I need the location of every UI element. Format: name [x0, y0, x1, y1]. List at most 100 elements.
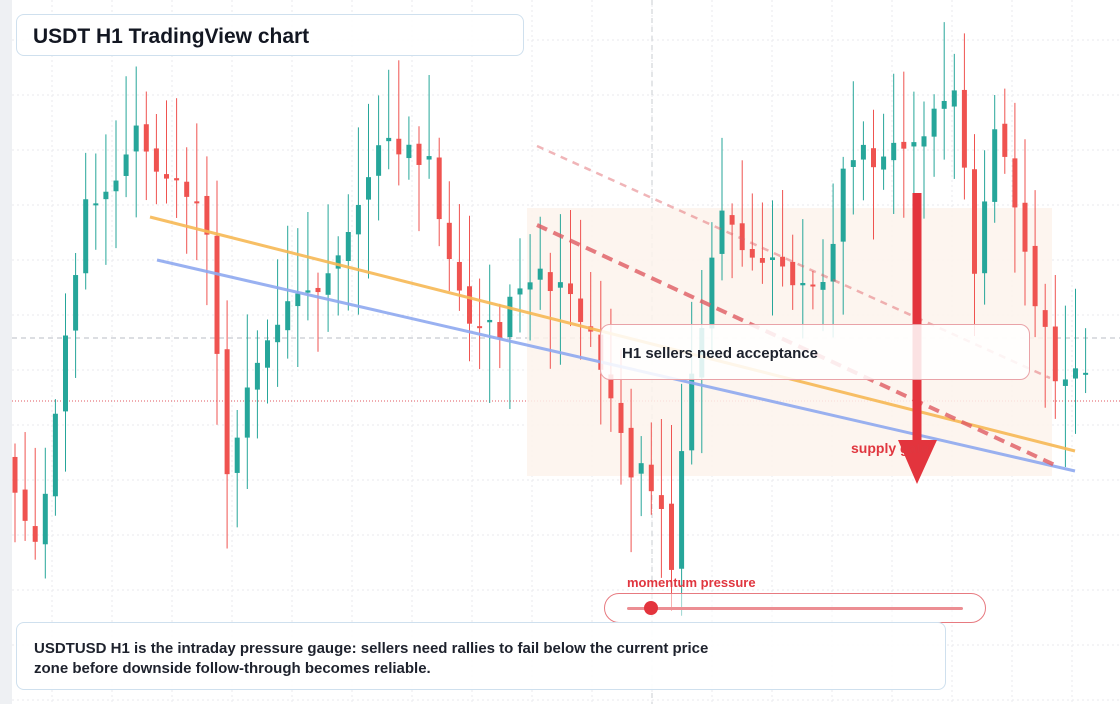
candle — [355, 127, 361, 315]
gauge-knob[interactable] — [643, 601, 658, 615]
candle — [951, 53, 957, 179]
candle — [477, 278, 483, 370]
candle-body — [406, 144, 412, 159]
candle-body — [214, 235, 220, 354]
callout-text: H1 sellers need acceptance — [622, 345, 818, 362]
candle-body — [800, 282, 806, 286]
candle — [648, 422, 654, 515]
candle-body — [931, 108, 937, 137]
candle-body — [790, 261, 796, 286]
candle-body — [174, 178, 180, 181]
candle — [103, 134, 109, 265]
candle — [1022, 139, 1028, 306]
candle-body — [820, 282, 826, 290]
candle — [881, 113, 887, 190]
candle — [113, 120, 119, 249]
candle-body — [871, 148, 876, 168]
candle — [143, 91, 149, 201]
candle-body — [467, 286, 472, 324]
candle-body — [285, 301, 291, 331]
dashed-trendline-inner — [536, 223, 1058, 468]
candle-body — [234, 437, 240, 473]
candle — [739, 160, 745, 267]
candle — [568, 209, 573, 327]
candle — [830, 183, 836, 338]
candle — [780, 190, 786, 287]
candle — [416, 126, 422, 232]
candle — [52, 399, 58, 516]
candle-body — [93, 203, 99, 206]
candle — [315, 272, 321, 352]
candle-body — [507, 296, 513, 338]
candle-body — [972, 169, 977, 274]
momentum-gauge[interactable] — [604, 593, 986, 623]
candle-body — [749, 248, 755, 258]
candle-body — [1012, 158, 1018, 208]
title-panel: USDT H1 TradingView chart — [16, 14, 524, 56]
candle — [376, 95, 382, 221]
candle-body — [325, 273, 331, 295]
candle-body — [921, 136, 927, 147]
candle — [22, 432, 28, 541]
supply-gate-label: supply gate — [851, 440, 929, 456]
candle-body — [123, 154, 129, 176]
candle — [446, 181, 452, 292]
candle — [982, 150, 988, 305]
candle — [174, 98, 180, 218]
candle-body — [759, 258, 765, 263]
candle — [83, 152, 89, 290]
candle — [426, 75, 432, 179]
candle-body — [456, 261, 462, 291]
candle-body — [648, 464, 654, 492]
candle — [153, 113, 159, 205]
candle-body — [133, 125, 139, 152]
candle — [891, 73, 897, 215]
candle-body — [951, 90, 957, 107]
candle-body — [860, 144, 866, 160]
candle-body — [770, 257, 775, 261]
candle-body — [416, 143, 422, 165]
candle-body — [73, 275, 79, 331]
candle-body — [315, 287, 321, 293]
candle-body — [719, 210, 725, 254]
candle-body — [568, 283, 573, 295]
candle-body — [143, 124, 149, 152]
candle — [941, 22, 947, 160]
candle — [32, 447, 38, 560]
candle-body — [164, 174, 169, 179]
candle-body — [557, 282, 563, 288]
candle-body — [1052, 326, 1058, 382]
candle — [436, 137, 442, 247]
candle-body — [477, 326, 483, 329]
candle — [123, 76, 129, 198]
candle — [285, 225, 291, 359]
candle-body — [487, 319, 493, 323]
candle — [265, 319, 270, 404]
candle — [254, 330, 260, 439]
candle-body — [901, 141, 907, 149]
candle-body — [254, 362, 260, 390]
candle — [467, 215, 472, 362]
price-scale-edge — [0, 0, 12, 704]
candle-body — [366, 177, 371, 200]
candle — [507, 284, 513, 410]
candle — [871, 109, 876, 240]
candle — [366, 103, 371, 279]
candle-body — [618, 402, 624, 433]
candle-body — [780, 256, 786, 267]
candle-body — [982, 201, 988, 274]
candle-body — [517, 288, 523, 295]
candle-body — [669, 503, 674, 570]
candle — [578, 219, 584, 360]
candle-body — [1083, 372, 1089, 375]
candle-body — [244, 387, 250, 438]
candle — [921, 101, 927, 219]
candle-body — [426, 156, 432, 160]
candle — [729, 203, 735, 279]
candle-body — [52, 413, 58, 497]
candle-body — [1032, 245, 1038, 307]
candle — [638, 436, 644, 517]
candle-body — [22, 489, 28, 521]
candle-body — [497, 322, 503, 338]
